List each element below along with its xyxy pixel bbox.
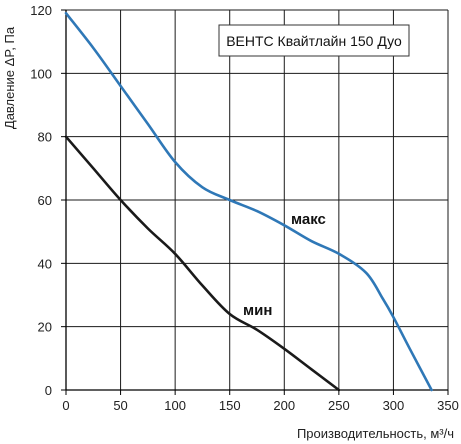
y-tick-label-6: 120 [30,3,52,18]
chart-title: ВЕНТС Квайтлайн 150 Дуо [226,33,402,49]
legend-box: ВЕНТС Квайтлайн 150 Дуо [218,24,410,57]
x-tick-label-2: 100 [164,398,186,413]
series-label-max: макс [291,211,326,228]
series-label-min: мин [243,302,272,319]
y-tick-label-2: 40 [38,256,52,271]
grid [66,9,449,390]
x-tick-label-6: 300 [383,398,405,413]
y-tick-label-5: 100 [30,66,52,81]
x-axis-title: Производительность, м³/ч [297,426,454,441]
x-tick-label-7: 350 [437,398,459,413]
x-tick-label-0: 0 [62,398,69,413]
y-tick-label-4: 80 [38,130,52,145]
y-axis-title: Давление ΔP, Па [2,26,17,129]
series-line-max [64,11,433,392]
series-group [64,11,433,392]
x-tick-label-5: 250 [328,398,350,413]
y-tick-label-0: 0 [45,383,52,398]
x-tick-label-1: 50 [113,398,127,413]
x-tick-label-4: 200 [273,398,295,413]
y-tick-label-1: 20 [38,320,52,335]
y-tick-label-3: 60 [38,193,52,208]
series-line-min [64,135,341,392]
x-tick-label-3: 150 [219,398,241,413]
tick-labels: 0 50 100 150 200 250 300 350 0 20 40 60 80 100 120 [30,3,459,413]
